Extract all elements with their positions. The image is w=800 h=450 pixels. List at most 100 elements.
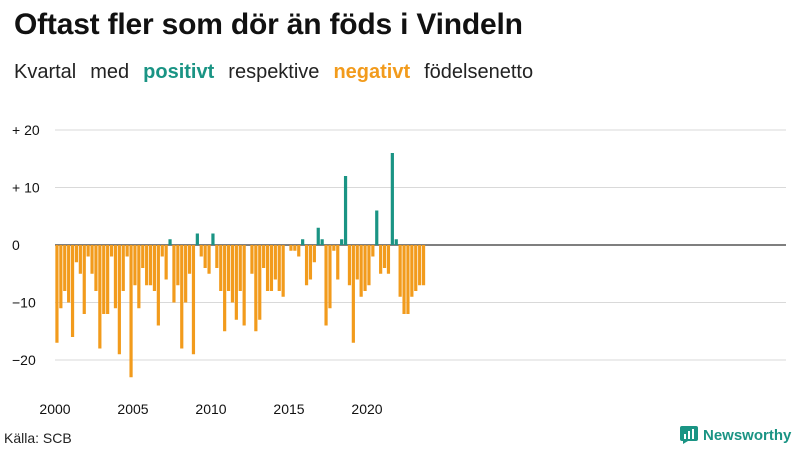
- bar-negative: [289, 245, 293, 251]
- bar-positive: [301, 239, 305, 245]
- subtitle-negative: negativt: [333, 61, 411, 83]
- source-note: Källa: SCB: [4, 430, 72, 446]
- bar-negative: [382, 245, 387, 268]
- bar-negative: [145, 245, 149, 286]
- bar-negative: [164, 245, 168, 280]
- bar-negative: [230, 245, 235, 303]
- bar-negative: [106, 245, 110, 314]
- bar-negative: [102, 245, 106, 314]
- bar-negative: [242, 245, 246, 326]
- bar-negative: [129, 245, 133, 378]
- bar-negative: [308, 245, 313, 280]
- bar-negative: [363, 245, 367, 291]
- subtitle-positive: positivt: [143, 61, 215, 83]
- bar-negative: [70, 245, 75, 337]
- y-tick-label: −10: [12, 295, 36, 311]
- newsworthy-logo-icon: [680, 426, 698, 444]
- bar-negative: [180, 245, 184, 349]
- bar-negative: [293, 245, 297, 251]
- bar-positive: [340, 239, 344, 245]
- bar-negative: [273, 245, 277, 280]
- bar-negative: [98, 245, 102, 349]
- bar-negative: [82, 245, 86, 314]
- chart-title: Oftast fler som dör än föds i Vindeln: [14, 8, 523, 41]
- bar-negative: [117, 245, 121, 355]
- bar-negative: [160, 245, 164, 257]
- bar-negative: [156, 245, 160, 326]
- bar-positive: [195, 233, 199, 245]
- bar-negative: [55, 245, 59, 343]
- bar-negative: [250, 245, 254, 274]
- bar-negative: [176, 245, 180, 286]
- bar-negative: [172, 245, 176, 303]
- bar-negative: [406, 245, 410, 314]
- x-tick-label: 2000: [39, 401, 70, 417]
- bar-negative: [324, 245, 328, 326]
- bar-negative: [121, 245, 125, 291]
- x-tick-label: 2010: [195, 401, 226, 417]
- x-tick-label: 2015: [273, 401, 304, 417]
- bar-negative: [74, 245, 79, 263]
- bar-negative: [410, 245, 414, 297]
- bar-negative: [90, 245, 94, 274]
- bar-negative: [336, 245, 340, 280]
- bar-negative: [67, 245, 71, 303]
- bar-negative: [359, 245, 363, 297]
- bar-negative: [355, 245, 359, 280]
- bar-negative: [137, 245, 141, 309]
- bar-negative: [265, 245, 270, 291]
- bar-negative: [421, 245, 426, 286]
- bar-negative: [187, 245, 192, 274]
- bar-negative: [402, 245, 406, 314]
- y-tick-label: 0: [12, 237, 20, 253]
- bar-negative: [199, 245, 203, 257]
- bar-negative: [297, 245, 301, 257]
- bar-positive: [316, 227, 320, 245]
- bar-negative: [277, 245, 281, 291]
- bar-negative: [59, 245, 63, 309]
- bar-negative: [418, 245, 422, 286]
- y-tick-label: −20: [12, 352, 36, 368]
- bar-negative: [332, 245, 336, 251]
- bar-negative: [262, 245, 266, 268]
- bar-negative: [312, 245, 316, 263]
- bar-negative: [328, 245, 332, 309]
- bar-negative: [148, 245, 153, 286]
- bar-negative: [152, 245, 157, 291]
- subtitle-med: med: [90, 61, 130, 83]
- bar-positive: [211, 233, 215, 245]
- bar-positive: [320, 239, 324, 245]
- subtitle-respektive: respektive: [228, 61, 320, 83]
- bar-negative: [133, 245, 137, 286]
- bar-negative: [215, 245, 219, 268]
- bar-negative: [184, 245, 188, 303]
- bar-negative: [94, 245, 98, 291]
- bar-negative: [223, 245, 227, 332]
- bar-positive: [394, 239, 398, 245]
- bar-negative: [226, 245, 231, 291]
- bar-negative: [234, 245, 238, 320]
- bar-negative: [86, 245, 90, 257]
- bar-negative: [347, 245, 352, 286]
- bar-negative: [386, 245, 391, 274]
- newsworthy-logo: Newsworthy: [680, 426, 791, 444]
- bar-negative: [63, 245, 67, 291]
- bar-negative: [109, 245, 114, 257]
- bar-negative: [269, 245, 274, 291]
- x-tick-label: 2020: [351, 401, 382, 417]
- bar-positive: [390, 153, 394, 245]
- bar-negative: [379, 245, 383, 274]
- bar-negative: [78, 245, 82, 274]
- x-tick-label: 2005: [117, 401, 148, 417]
- bar-negative: [371, 245, 375, 257]
- bar-negative: [207, 245, 211, 274]
- bar-negative: [414, 245, 418, 291]
- newsworthy-logo-text: Newsworthy: [703, 426, 792, 444]
- y-tick-label: + 10: [12, 180, 40, 196]
- bar-negative: [398, 245, 402, 297]
- subtitle-fodelsenetto: födelsenetto: [424, 61, 534, 83]
- bar-negative: [219, 245, 223, 291]
- chart-subtitle: Kvartal med positivt respektive negativt föde…: [14, 61, 547, 84]
- bar-negative: [351, 245, 355, 343]
